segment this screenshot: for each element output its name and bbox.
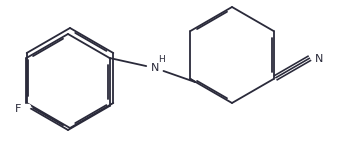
- Text: N: N: [151, 63, 159, 73]
- Text: H: H: [158, 56, 165, 64]
- Text: N: N: [315, 54, 323, 64]
- Text: F: F: [15, 104, 22, 114]
